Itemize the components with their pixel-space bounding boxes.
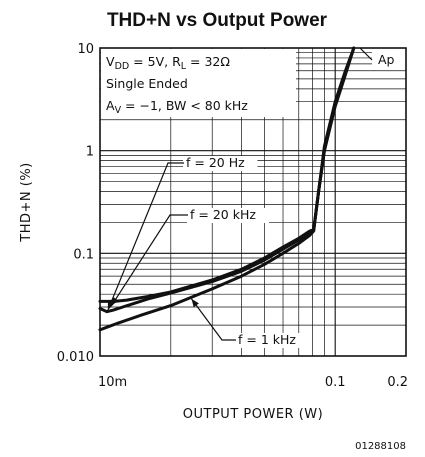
y-axis-label: THD+N (%) (19, 162, 34, 242)
condition-gain-bandwidth: AV = −1, BW < 80 kHz (106, 98, 248, 116)
annotation-f-20-khz: f = 20 kHz (111, 207, 269, 306)
chart-title: THD+N vs Output Power (107, 10, 328, 31)
x-tick-labels: 10m 0.1 0.2 (98, 375, 408, 390)
plot-frame (99, 47, 407, 357)
annotation-leader (191, 298, 236, 341)
y-tick-label: 10 (77, 42, 94, 57)
annotation-label-bg (183, 156, 258, 171)
series-f-1-khz-line (98, 46, 356, 332)
x-tick-label: 10m (98, 375, 127, 390)
y-tick-label: 0.1 (73, 247, 94, 262)
annotation-layer: f = 20 Hz f = 20 kHz f = 1 kHz (107, 155, 310, 348)
document-id: 01288108 (355, 441, 406, 452)
annotation-label-bg (187, 208, 269, 223)
condition-supply-load: VDD = 5V, RL = 32Ω (106, 54, 230, 72)
series-layer (98, 46, 356, 332)
ap-watermark: Ap (359, 47, 406, 67)
y-tick-label: 0.010 (57, 350, 94, 365)
annotation-leader (107, 162, 184, 311)
x-tick-label: 0.2 (387, 375, 408, 390)
condition-single-ended: Single Ended (106, 76, 188, 91)
annotation-arrowhead (191, 298, 199, 308)
ap-watermark-text: Ap (378, 52, 395, 67)
annotation-f-20-hz: f = 20 Hz (107, 155, 258, 311)
y-tick-labels: 10 1 0.1 0.010 (57, 42, 94, 365)
annotation-f-1-khz: f = 1 kHz (191, 298, 310, 348)
annotation-leader (111, 214, 188, 306)
x-tick-label: 0.1 (325, 375, 346, 390)
annotation-text: f = 20 Hz (186, 155, 245, 170)
annotation-text: f = 1 kHz (238, 332, 296, 347)
x-axis-label: OUTPUT POWER (W) (183, 407, 323, 422)
annotation-label-bg (235, 333, 310, 348)
annotation-arrowhead (111, 297, 119, 306)
y-tick-label: 1 (86, 145, 94, 160)
conditions-box: VDD = 5V, RL = 32Ω Single Ended AV = −1,… (101, 49, 296, 117)
annotation-text: f = 20 kHz (190, 207, 256, 222)
